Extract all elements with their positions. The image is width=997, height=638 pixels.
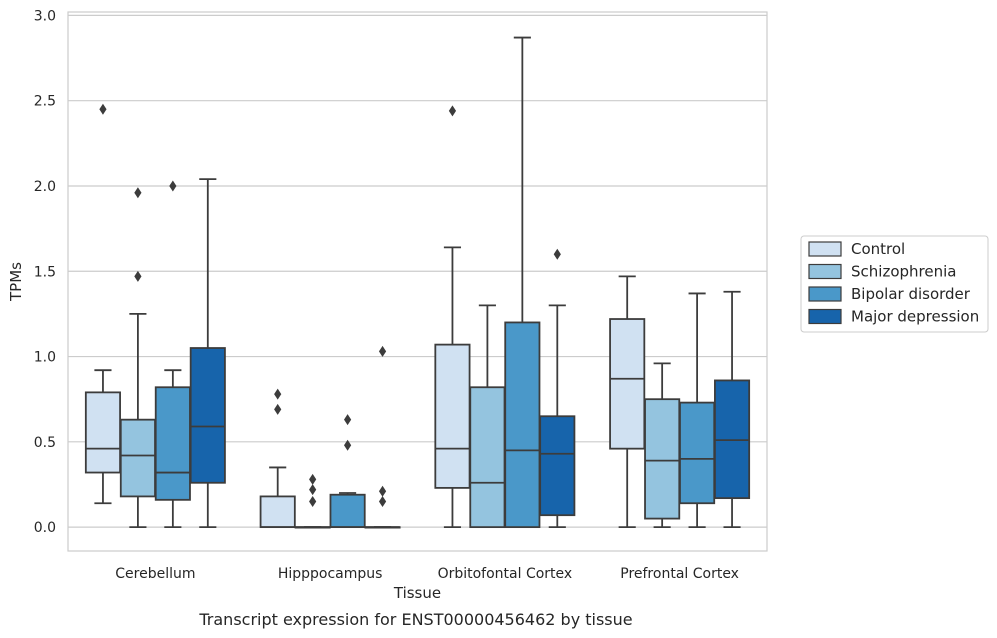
box [609,318,646,450]
y-axis-title: TPMs [7,262,25,302]
legend-swatch [808,263,842,280]
plot-area-frame [67,11,768,552]
box [644,398,681,520]
box-group [294,473,331,529]
legend-label: Schizophrenia [851,263,956,281]
box-group [609,275,646,529]
box-group [644,362,681,529]
outlier-point [344,439,352,451]
legend-item: Bipolar disorder [808,285,971,303]
legend-items: Control Schizophrenia Bipolar disorder Majo… [808,240,979,326]
y-tick-label: 2.5 [34,94,56,110]
box-group [679,292,716,529]
y-tick-label: 1.5 [34,264,56,280]
legend-label: Major depression [851,308,979,326]
outlier-point [169,180,177,192]
box-group [189,178,226,529]
box-group [84,103,121,505]
outlier-point [553,248,561,260]
y-tick-labels: 0.0 0.5 1.0 1.5 2.0 2.5 3.0 [34,8,56,536]
legend-frame [800,235,989,333]
outlier-point [99,103,107,115]
legend-label: Bipolar disorder [851,285,971,303]
outlier-point [309,484,317,496]
legend-item: Major depression [808,308,979,326]
outlier-point [448,105,457,117]
box-group [539,248,576,529]
box [434,343,471,489]
box-group [329,414,366,529]
outlier-point [309,496,317,508]
legend-swatch [808,308,842,325]
box-group [434,105,471,529]
outlier-point [344,414,352,426]
legend-item: Schizophrenia [808,263,956,281]
box-group [364,345,401,529]
legend-swatch [808,286,842,302]
legend-swatch [808,241,842,257]
y-tick-label: 3.0 [34,8,56,24]
x-tick-label: Cerebellum [115,566,195,582]
outlier-point [378,496,387,508]
outlier-point [134,270,142,282]
outlier-point [134,187,142,199]
box-group [504,36,541,529]
chart-caption: Transcript expression for ENST0000045646… [198,610,632,629]
outlier-point [274,388,282,400]
y-tick-label: 0.0 [34,520,56,536]
x-axis-title: Tissue [393,584,441,602]
box [119,418,156,498]
outlier-point [309,473,317,485]
box-group [119,187,156,529]
x-tick-label: Hipppocampus [278,566,383,582]
legend-item: Control [808,240,905,258]
box [154,386,191,501]
legend-label: Control [851,240,905,258]
box [469,386,506,529]
box-group [714,290,751,529]
box-group [154,180,191,529]
outlier-point [378,485,387,497]
x-tick-label: Orbitofontal Cortex [438,566,573,582]
legend: Control Schizophrenia Bipolar disorder Majo… [800,235,989,333]
box [679,401,716,505]
outlier-point [378,345,387,357]
box [539,415,576,517]
box [329,493,366,529]
box [189,347,226,484]
y-tick-label: 2.0 [34,179,56,195]
x-tick-labels: Cerebellum Hipppocampus Orbitofontal Corte… [115,566,739,582]
y-tick-label: 1.0 [34,350,56,366]
box [84,391,121,474]
outlier-point [274,403,282,415]
x-tick-label: Prefrontal Cortex [620,566,739,582]
box [259,495,296,529]
boxes [84,36,751,529]
box [504,321,541,529]
box-group [469,304,506,529]
box-group [259,388,296,529]
y-tick-label: 0.5 [34,435,56,451]
